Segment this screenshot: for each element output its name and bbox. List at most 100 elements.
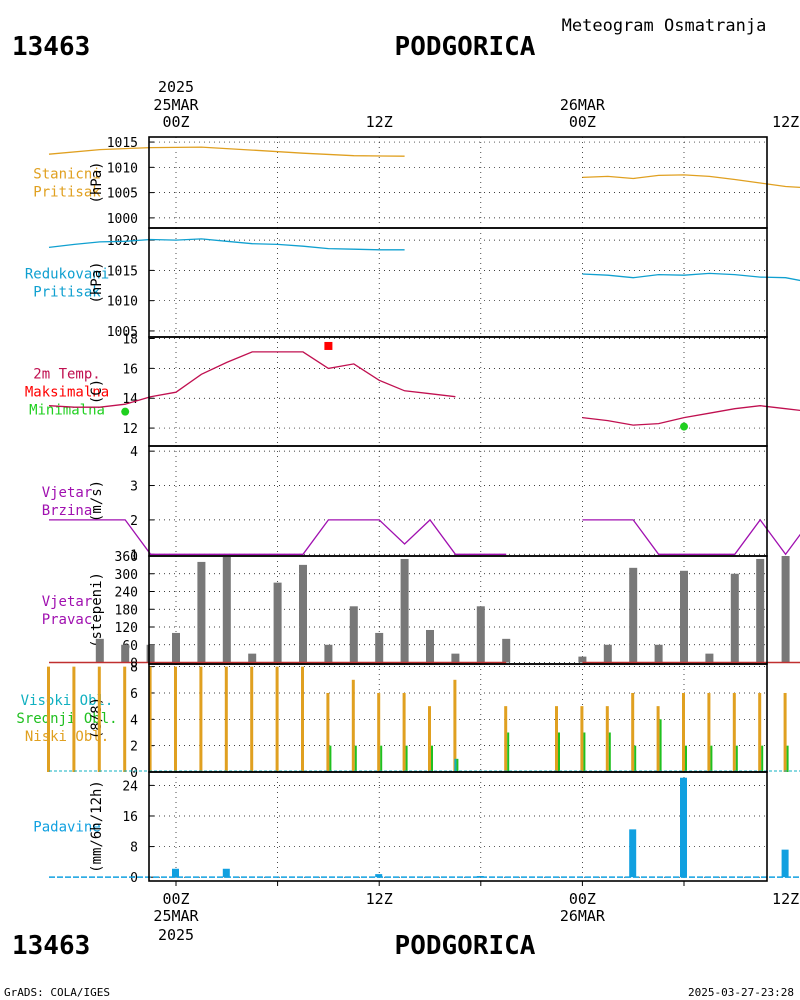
- year-bottom: 2025: [158, 926, 194, 944]
- cloud-mid-bar: [786, 745, 789, 772]
- series-label: Pravac: [42, 612, 93, 628]
- y-tick-label: 12: [122, 422, 138, 437]
- time-label-top: 00Z: [569, 113, 596, 131]
- wind-direction-bar: [603, 644, 612, 663]
- cloud-low-bar: [199, 666, 203, 772]
- precip-bar: [375, 874, 383, 878]
- cloud-mid-bar: [380, 745, 383, 772]
- panel-border: [148, 663, 768, 773]
- y-tick-label: 18: [122, 332, 138, 347]
- y-tick-label: 24: [122, 779, 138, 794]
- precip-bar: [781, 849, 789, 878]
- series-label: Vjetar: [42, 485, 93, 501]
- time-label-bottom: 25MAR: [153, 907, 199, 925]
- series-line: [49, 518, 507, 555]
- panel-precipitation: 0 8 16 24 Padavine(mm/6h/12h): [33, 771, 800, 886]
- panel-border: [148, 136, 768, 229]
- station-name-bottom: PODGORICA: [395, 931, 536, 961]
- y-tick-label: 300: [115, 568, 138, 583]
- wind-direction-bar: [629, 567, 638, 663]
- credit: GrADS: COLA/IGES: [4, 986, 110, 999]
- station-id-top: 13463: [12, 32, 90, 62]
- y-tick-label: 0: [130, 871, 138, 886]
- y-tick-label: 120: [115, 621, 138, 636]
- series-line: [582, 518, 800, 556]
- y-tick-label: 4: [130, 713, 138, 728]
- wind-direction-bar: [375, 632, 384, 663]
- cloud-low-bar: [275, 666, 279, 772]
- panel-border: [148, 555, 768, 665]
- panels: 1000100510101015StanicniPritisak(hPa)100…: [16, 136, 800, 886]
- min-temp-marker: [680, 422, 688, 431]
- panel-border: [148, 771, 768, 882]
- series-label: Visoki Obl.: [21, 693, 114, 709]
- time-label-top: 26MAR: [560, 96, 606, 114]
- series-label: 2m Temp.: [33, 367, 100, 383]
- wind-direction-bar: [578, 656, 587, 663]
- cloud-low-bar: [428, 706, 431, 772]
- timestamp: 2025-03-27-23:28: [688, 986, 794, 999]
- cloud-low-bar: [97, 666, 101, 772]
- y-axis-label: (hPa): [89, 161, 105, 203]
- cloud-low-bar: [631, 692, 635, 772]
- wind-direction-bar: [349, 606, 358, 663]
- cloud-low-bar: [174, 666, 177, 772]
- cloud-low-bar: [453, 679, 457, 772]
- series-line: [582, 405, 800, 426]
- wind-direction-bar: [426, 629, 434, 663]
- time-label-bottom: 12Z: [366, 890, 393, 908]
- cloud-low-bar: [758, 692, 762, 772]
- series-line: [48, 238, 405, 251]
- cloud-low-bar: [504, 706, 508, 772]
- series-label: Niski Obl.: [25, 729, 109, 745]
- time-label-bottom: 26MAR: [560, 907, 606, 925]
- min-temp-marker: [121, 407, 130, 416]
- wind-direction-bar: [172, 632, 180, 663]
- series-line: [48, 351, 456, 408]
- wind-direction-bar: [95, 638, 104, 663]
- y-tick-label: 1005: [107, 325, 138, 340]
- panel-temperature: 12 14 16 18 2m Temp. Maksimalna Minimalna(C): [25, 332, 800, 447]
- cloud-low-bar: [605, 706, 609, 772]
- y-tick-label: 4: [130, 445, 138, 460]
- time-label-top: 25MAR: [153, 96, 199, 114]
- year-top: 2025: [158, 78, 194, 96]
- station-id-bottom: 13463: [12, 931, 90, 961]
- y-tick-label: 3: [130, 480, 138, 495]
- cloud-low-bar: [402, 692, 406, 772]
- y-tick-label: 180: [115, 603, 138, 618]
- cloud-mid-bar: [761, 745, 764, 772]
- time-label-top: 12Z: [366, 113, 393, 131]
- wind-direction-bar: [400, 558, 409, 663]
- wind-direction-bar: [502, 638, 511, 663]
- wind-direction-bar: [781, 556, 790, 663]
- wind-direction-bar: [222, 556, 231, 663]
- cloud-mid-bar: [634, 745, 637, 772]
- y-axis-label: (stepeni): [89, 572, 105, 648]
- y-tick-label: 0: [130, 657, 138, 672]
- cloud-mid-bar: [710, 745, 713, 772]
- precip-bar: [172, 868, 179, 878]
- wind-direction-bar: [299, 564, 307, 663]
- series-line: [582, 272, 800, 282]
- cloud-low-bar: [148, 666, 152, 772]
- cloud-low-bar: [580, 706, 584, 772]
- precip-bar: [680, 777, 687, 878]
- wind-direction-bar: [451, 653, 460, 663]
- series-label: Pritisak: [33, 285, 101, 301]
- max-temp-marker: [324, 341, 333, 350]
- precip-bar: [222, 868, 230, 878]
- bottom-time-axis-labels: 00Z25MAR12Z00Z26MAR12Z00Z27MAR12Z: [153, 890, 799, 925]
- cloud-low-bar: [555, 706, 558, 772]
- y-tick-label: 2: [130, 514, 138, 529]
- cloud-low-bar: [783, 692, 787, 772]
- cloud-low-bar: [656, 706, 660, 772]
- series-line: [582, 174, 800, 189]
- cloud-low-bar: [250, 666, 254, 772]
- y-tick-label: 1000: [107, 212, 138, 227]
- y-tick-label: 16: [122, 362, 138, 377]
- cloud-low-bar: [47, 666, 50, 772]
- series-line: [48, 146, 405, 157]
- y-tick-label: 6: [130, 687, 138, 702]
